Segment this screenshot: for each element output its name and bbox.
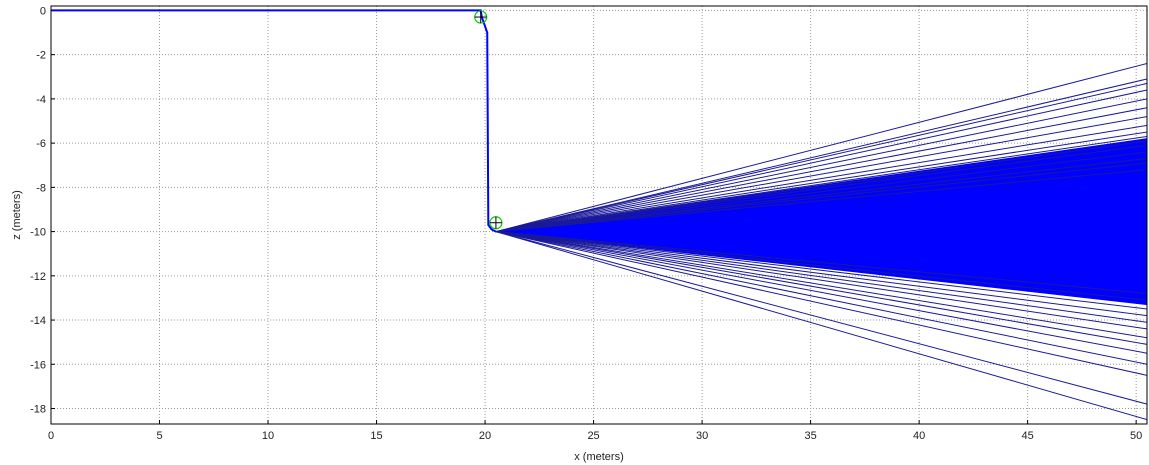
series-group: [51, 9, 497, 233]
fan-ray: [495, 82, 1148, 233]
fan-ray: [495, 162, 1148, 233]
fan-ray: [495, 131, 1148, 233]
y-axis-label: z (meters): [11, 190, 23, 240]
fan-ray: [495, 169, 1148, 233]
fan-ray: [495, 140, 1148, 233]
x-tick-label: 20: [479, 430, 491, 442]
plot-frame: [50, 5, 1148, 425]
fan-ray: [495, 231, 1148, 376]
y-tick-label: -16: [30, 359, 46, 371]
fan-ray: [495, 231, 1148, 339]
y-tick-label: -14: [30, 315, 46, 327]
fan-rays: [495, 63, 1148, 421]
fan-ray: [495, 231, 1148, 317]
fan-ray: [495, 151, 1148, 233]
x-tick-label: 15: [370, 430, 382, 442]
fan-ray: [495, 124, 1148, 233]
fan-ray: [495, 231, 1148, 405]
x-tick-label: 40: [913, 430, 925, 442]
markers-group: [474, 10, 503, 230]
fan-ray: [495, 231, 1148, 354]
fan-ray: [495, 231, 1148, 345]
fan-ray: [495, 231, 1148, 330]
y-tick-label: 0: [40, 5, 46, 17]
x-axis-label: x (meters): [574, 451, 624, 463]
fan-ray: [495, 107, 1148, 233]
x-tick-label: 10: [262, 430, 274, 442]
y-tick-label: -18: [30, 404, 46, 416]
fan-ray: [495, 231, 1148, 310]
fan-ray: [495, 158, 1148, 233]
fan-ray: [495, 231, 1148, 301]
y-tick-label: -12: [30, 271, 46, 283]
fan-ray: [495, 89, 1148, 233]
fan-ray: [495, 231, 1148, 295]
fan-ray: [495, 135, 1148, 233]
fan-ray: [495, 144, 1148, 233]
y-tick-label: -4: [36, 94, 46, 106]
fan-ray: [495, 231, 1148, 323]
x-tick-label: 25: [587, 430, 599, 442]
y-tick-label: -10: [30, 227, 46, 239]
fan-ray: [495, 63, 1148, 233]
x-tick-label: 5: [156, 430, 162, 442]
x-tick-label: 0: [48, 430, 54, 442]
x-tick-labels: 0 5 10 15 20 25 30 35 40 45 50: [48, 430, 1142, 442]
x-tick-label: 45: [1022, 430, 1034, 442]
y-tick-label: -2: [36, 50, 46, 62]
fan-ray: [495, 231, 1148, 421]
series-line: [51, 9, 497, 233]
y-tick-label: -8: [36, 182, 46, 194]
x-tick-label: 30: [696, 430, 708, 442]
y-tick-label: -6: [36, 138, 46, 150]
fan-ray: [495, 116, 1148, 233]
fan-ray: [495, 231, 1148, 365]
fan-ray: [495, 78, 1148, 233]
x-tick-label: 35: [804, 430, 816, 442]
y-tick-labels: 0 -2 -4 -6 -8 -10 -12 -14 -16 -18: [30, 5, 46, 415]
x-tick-label: 50: [1130, 430, 1142, 442]
fan-ray: [495, 98, 1148, 233]
